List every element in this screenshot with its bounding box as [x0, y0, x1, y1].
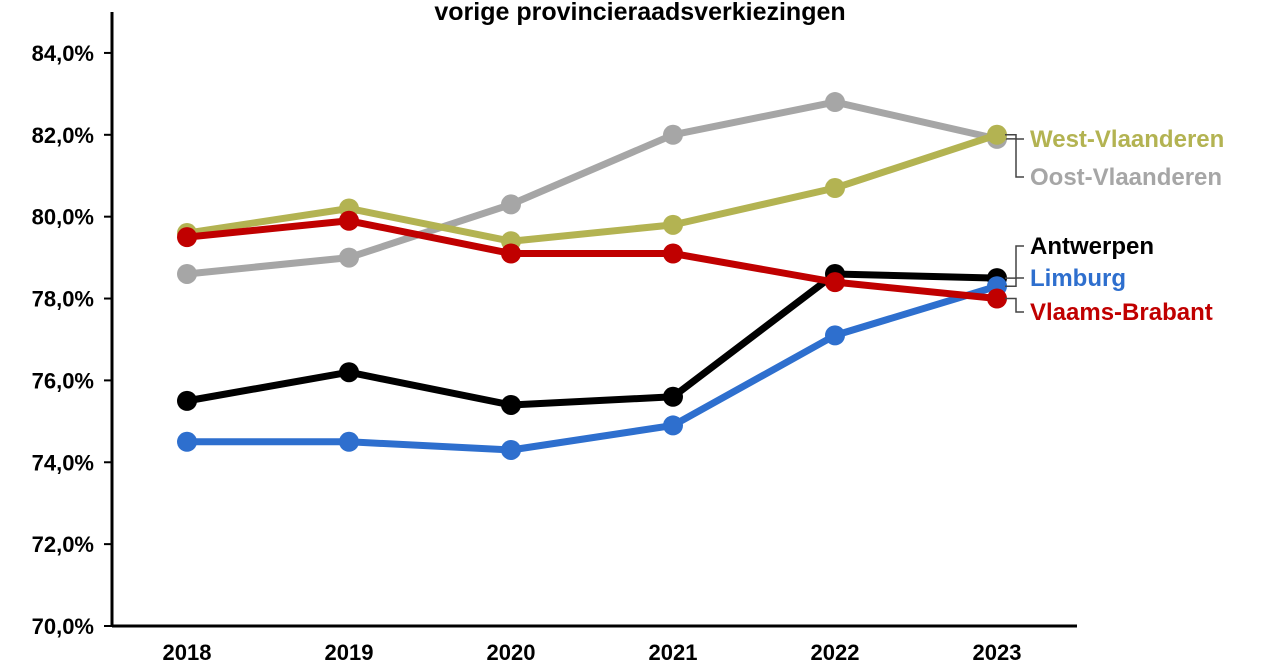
point	[339, 431, 359, 452]
point	[501, 394, 521, 415]
y-tick-label: 82,0%	[32, 123, 94, 148]
point	[177, 431, 197, 452]
point	[501, 194, 521, 215]
legend-connector	[1005, 277, 1024, 288]
legend-label: Oost-Vlaanderen	[1030, 164, 1222, 191]
x-tick-label: 2018	[163, 640, 212, 664]
y-tick-label: 70,0%	[32, 614, 94, 639]
point	[339, 362, 359, 383]
point	[663, 415, 683, 436]
series-line	[186, 217, 998, 303]
legend-connector	[1005, 138, 1024, 178]
y-tick-label: 80,0%	[32, 205, 94, 230]
point	[987, 124, 1007, 145]
point	[825, 92, 845, 113]
point	[177, 390, 197, 411]
series-line	[186, 270, 998, 409]
legend-label: West-Vlaanderen	[1030, 126, 1224, 153]
series-line	[186, 131, 999, 245]
point	[987, 288, 1007, 309]
point	[825, 178, 845, 199]
point	[663, 124, 683, 145]
x-tick-label: 2020	[487, 640, 536, 664]
x-tick-label: 2019	[325, 640, 374, 664]
point	[825, 325, 845, 346]
point	[339, 210, 359, 231]
y-tick-label: 72,0%	[32, 532, 94, 557]
y-tick-label: 74,0%	[32, 450, 94, 475]
legend-label: Antwerpen	[1030, 233, 1154, 260]
legend-label: Limburg	[1030, 265, 1126, 292]
legend-connector	[1005, 297, 1024, 313]
point	[663, 386, 683, 407]
y-tick-label: 84,0%	[32, 41, 94, 66]
point	[663, 214, 683, 235]
x-tick-label: 2021	[649, 640, 698, 664]
point	[177, 227, 197, 248]
point	[339, 247, 359, 268]
legend-connector	[1005, 245, 1024, 279]
point	[663, 243, 683, 264]
legend-label: Vlaams-Brabant	[1030, 299, 1213, 326]
legend-connector	[1005, 134, 1024, 140]
series-line	[187, 282, 999, 454]
chart-title: vorige provincieraadsverkiezingen	[434, 0, 845, 26]
series-line	[186, 98, 998, 278]
point	[177, 263, 197, 284]
x-tick-label: 2023	[973, 640, 1022, 664]
y-tick-label: 78,0%	[32, 287, 94, 312]
point	[825, 272, 845, 293]
x-tick-label: 2022	[811, 640, 860, 664]
point	[501, 243, 521, 264]
y-tick-label: 76,0%	[32, 368, 94, 393]
point	[501, 439, 521, 460]
